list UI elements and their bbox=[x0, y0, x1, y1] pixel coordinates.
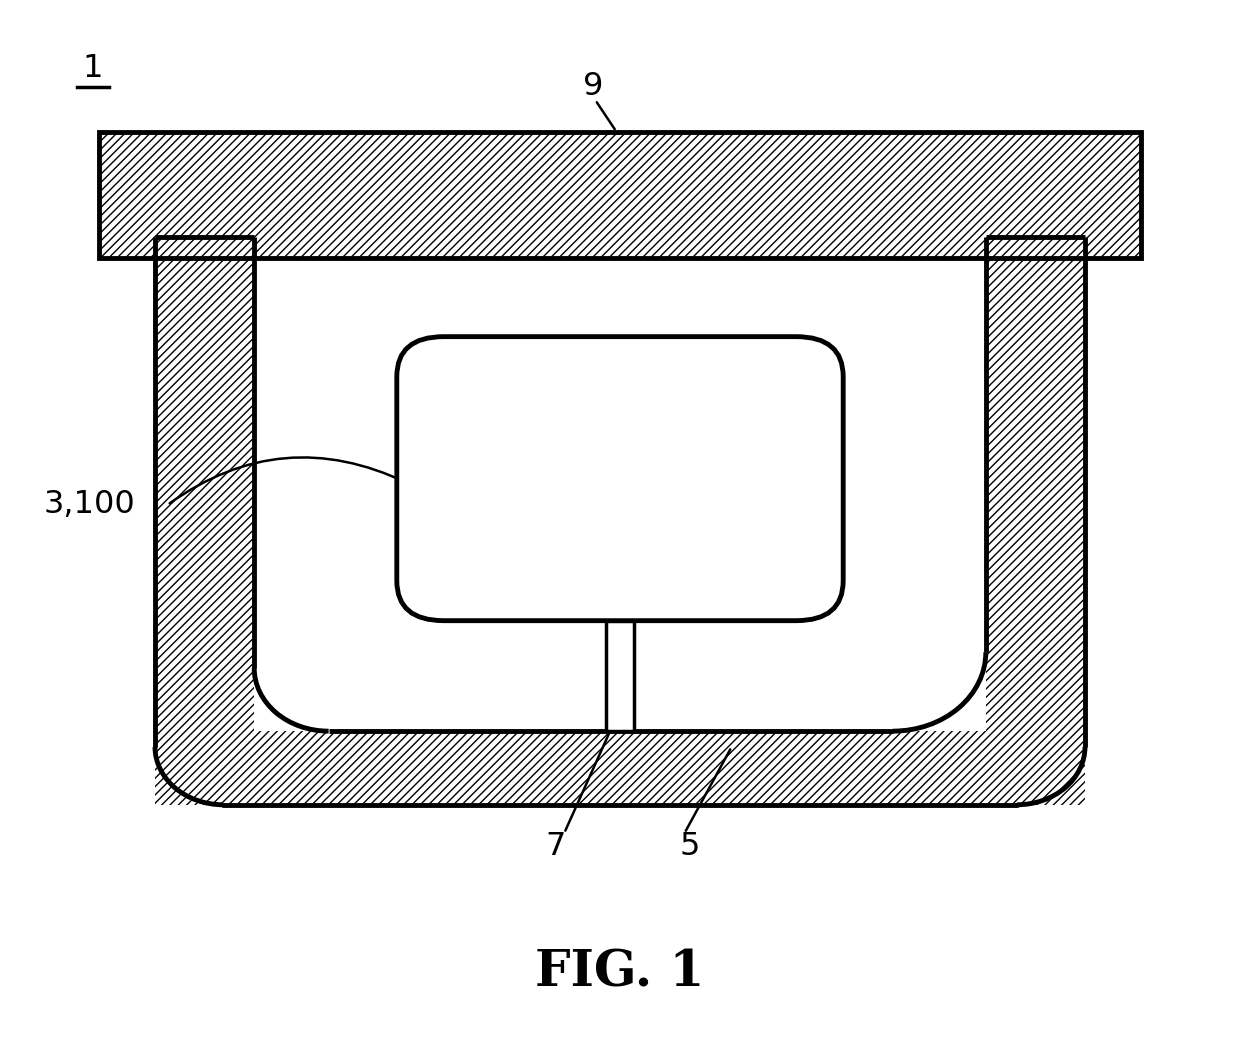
Text: 3,100: 3,100 bbox=[43, 489, 135, 521]
Text: 5: 5 bbox=[680, 831, 699, 863]
Bar bbox=[986, 237, 1085, 805]
Text: FIG. 1: FIG. 1 bbox=[536, 949, 704, 997]
Bar bbox=[606, 621, 634, 731]
Text: 9: 9 bbox=[583, 70, 603, 102]
Text: 7: 7 bbox=[546, 831, 565, 863]
Bar bbox=[155, 237, 254, 805]
Bar bbox=[155, 731, 1085, 805]
Bar bbox=[99, 132, 1141, 258]
Text: 1: 1 bbox=[83, 53, 103, 84]
Bar bbox=[254, 237, 986, 731]
FancyBboxPatch shape bbox=[397, 337, 843, 621]
